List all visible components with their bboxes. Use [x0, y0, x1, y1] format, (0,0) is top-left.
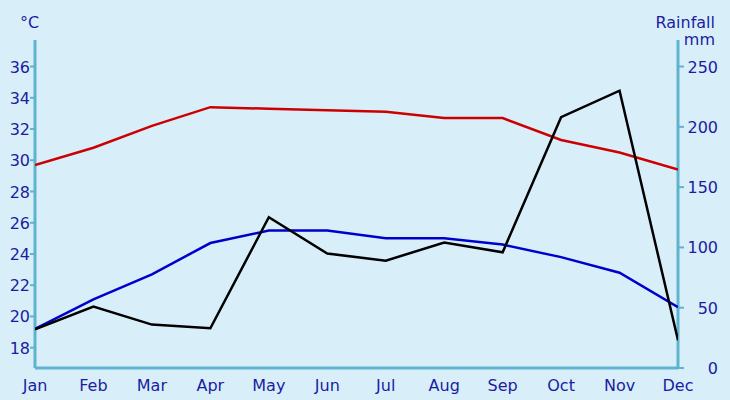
- y2-tick-label: 200: [687, 118, 718, 137]
- y-tick: [30, 191, 35, 193]
- x-axis: [35, 367, 678, 370]
- y2-tick: [678, 186, 684, 188]
- x-tick-label: Apr: [197, 376, 225, 395]
- y-tick-label: 26: [10, 214, 30, 233]
- y2-tick: [678, 246, 684, 248]
- y-tick-label: 18: [10, 339, 30, 358]
- x-tick-label: Jan: [22, 376, 48, 395]
- plot-area: [35, 91, 678, 341]
- y-tick-label: 30: [10, 151, 30, 170]
- y-tick: [30, 253, 35, 255]
- x-tick-label: Aug: [429, 376, 460, 395]
- y-tick: [30, 159, 35, 161]
- y-tick-label: 32: [10, 120, 30, 139]
- x-tick-label: Dec: [663, 376, 694, 395]
- series-line: [35, 231, 678, 329]
- y-axis-label: °C: [20, 13, 39, 32]
- y2-axis-label: Rainfallmm: [656, 13, 715, 49]
- y-axis: [34, 40, 37, 368]
- series-line: [35, 107, 678, 169]
- y-tick: [30, 347, 35, 349]
- y-tick: [30, 128, 35, 130]
- x-tick-label: Feb: [79, 376, 107, 395]
- y-tick: [30, 97, 35, 99]
- y-tick: [30, 222, 35, 224]
- x-tick-label: Jun: [314, 376, 340, 395]
- x-tick-label: Mar: [137, 376, 168, 395]
- background: [0, 0, 730, 400]
- x-tick-label: May: [252, 376, 285, 395]
- y2-tick-label: 0: [708, 359, 718, 378]
- y2-axis-label-line: mm: [684, 30, 715, 49]
- y-tick-label: 22: [10, 276, 30, 295]
- y2-tick-label: 50: [698, 299, 718, 318]
- y2-tick: [678, 307, 684, 309]
- y2-axis: [677, 40, 680, 368]
- y-tick: [30, 315, 35, 317]
- y-tick-label: 36: [10, 58, 30, 77]
- y2-tick-label: 250: [687, 58, 718, 77]
- x-tick-label: Oct: [547, 376, 575, 395]
- y-tick-label: 20: [10, 307, 30, 326]
- y2-tick: [678, 66, 684, 68]
- y2-tick: [678, 367, 684, 369]
- series-line: [35, 91, 678, 341]
- y-tick-label: 34: [10, 89, 30, 108]
- chart: 18 20 22 24 26 28 30 32 34 36 0 50 100 150 200 250 Jan Fe…: [0, 0, 730, 400]
- y-tick-label: 24: [10, 245, 30, 264]
- x-tick-label: Nov: [604, 376, 635, 395]
- y2-tick: [678, 126, 684, 128]
- y-tick: [30, 66, 35, 68]
- y2-tick-label: 100: [687, 238, 718, 257]
- x-tick-label: Sep: [488, 376, 518, 395]
- y-tick-label: 28: [10, 183, 30, 202]
- y2-tick-label: 150: [687, 178, 718, 197]
- y-tick: [30, 284, 35, 286]
- x-tick-label: Jul: [375, 376, 395, 395]
